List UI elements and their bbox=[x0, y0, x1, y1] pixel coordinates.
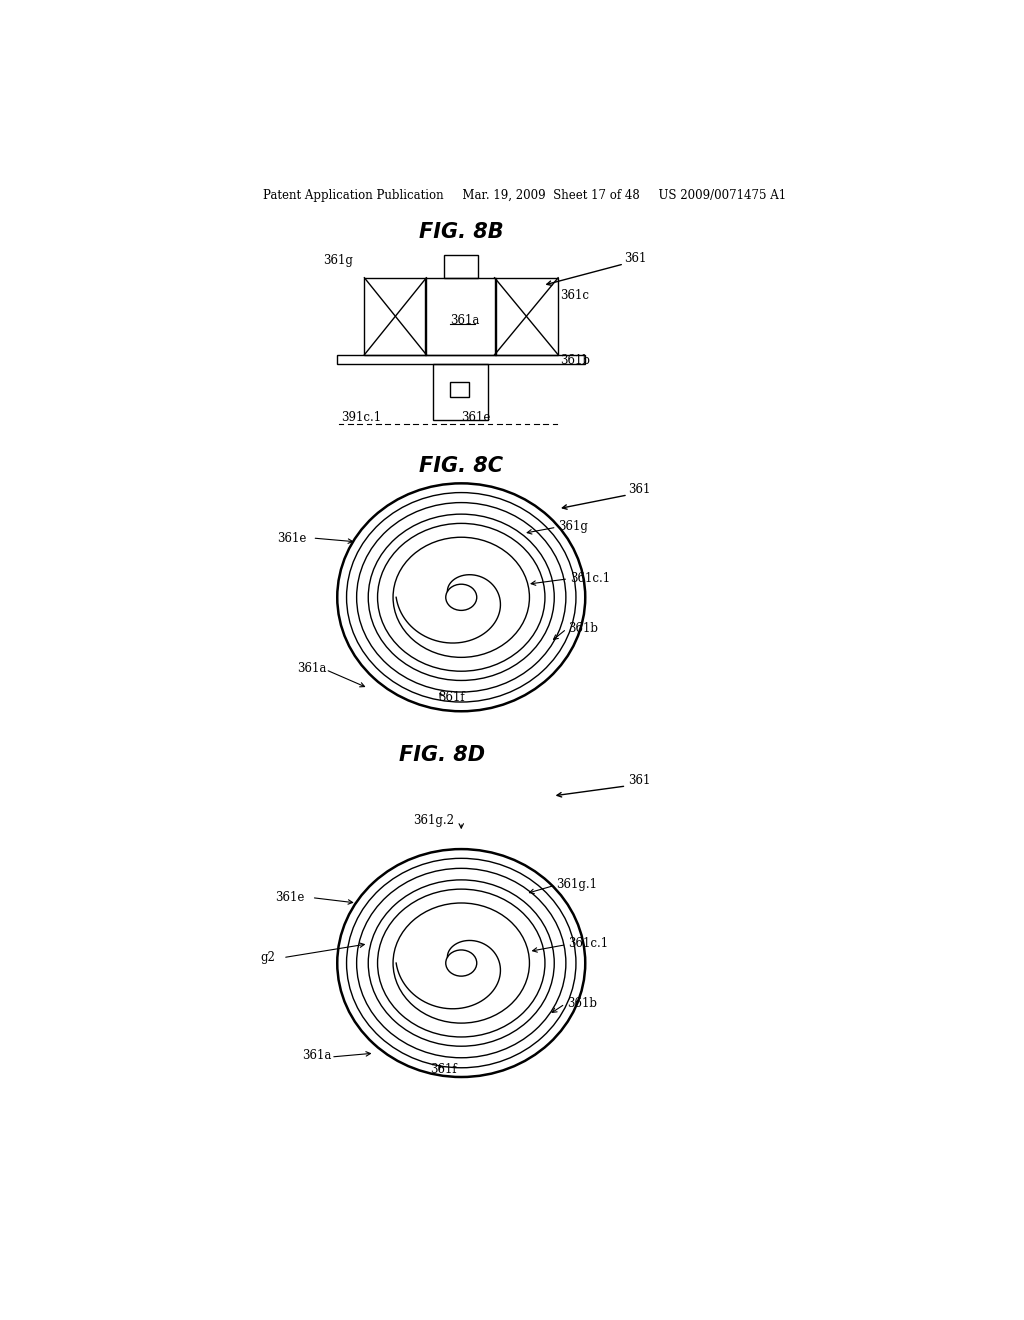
Text: 361: 361 bbox=[628, 774, 650, 787]
Bar bbox=[337, 355, 586, 364]
Text: 361f: 361f bbox=[430, 1063, 457, 1076]
Text: 361a: 361a bbox=[302, 1049, 332, 1063]
Text: 361g: 361g bbox=[558, 520, 588, 533]
Text: 361e: 361e bbox=[275, 891, 305, 904]
Text: Patent Application Publication     Mar. 19, 2009  Sheet 17 of 48     US 2009/007: Patent Application Publication Mar. 19, … bbox=[263, 189, 786, 202]
Bar bbox=[432, 364, 488, 420]
Text: 361a: 361a bbox=[451, 314, 480, 326]
Text: 361e: 361e bbox=[276, 532, 306, 545]
Text: 361g.1: 361g.1 bbox=[557, 878, 598, 891]
Text: g2: g2 bbox=[260, 952, 275, 964]
Text: FIG. 8B: FIG. 8B bbox=[419, 222, 504, 242]
Text: 361g: 361g bbox=[323, 253, 352, 267]
Text: 361: 361 bbox=[628, 483, 650, 496]
Text: 361a: 361a bbox=[297, 661, 327, 675]
Text: 361g.2: 361g.2 bbox=[414, 814, 455, 828]
Bar bbox=[495, 277, 558, 355]
Text: 361e: 361e bbox=[461, 411, 490, 424]
Text: 361c: 361c bbox=[560, 289, 590, 302]
Text: 361c.1: 361c.1 bbox=[568, 937, 608, 950]
Text: 361f: 361f bbox=[438, 690, 465, 704]
Bar bbox=[451, 381, 469, 397]
Text: FIG. 8D: FIG. 8D bbox=[398, 746, 485, 766]
Text: 361b: 361b bbox=[560, 354, 591, 367]
Text: 361c.1: 361c.1 bbox=[569, 572, 610, 585]
Text: 361: 361 bbox=[624, 252, 646, 265]
Text: 361b: 361b bbox=[568, 622, 598, 635]
Text: 361b: 361b bbox=[566, 997, 597, 1010]
Text: 391c.1: 391c.1 bbox=[341, 411, 381, 424]
Bar bbox=[425, 277, 496, 355]
Bar bbox=[444, 255, 478, 277]
Text: FIG. 8C: FIG. 8C bbox=[419, 457, 504, 477]
Bar bbox=[365, 277, 426, 355]
